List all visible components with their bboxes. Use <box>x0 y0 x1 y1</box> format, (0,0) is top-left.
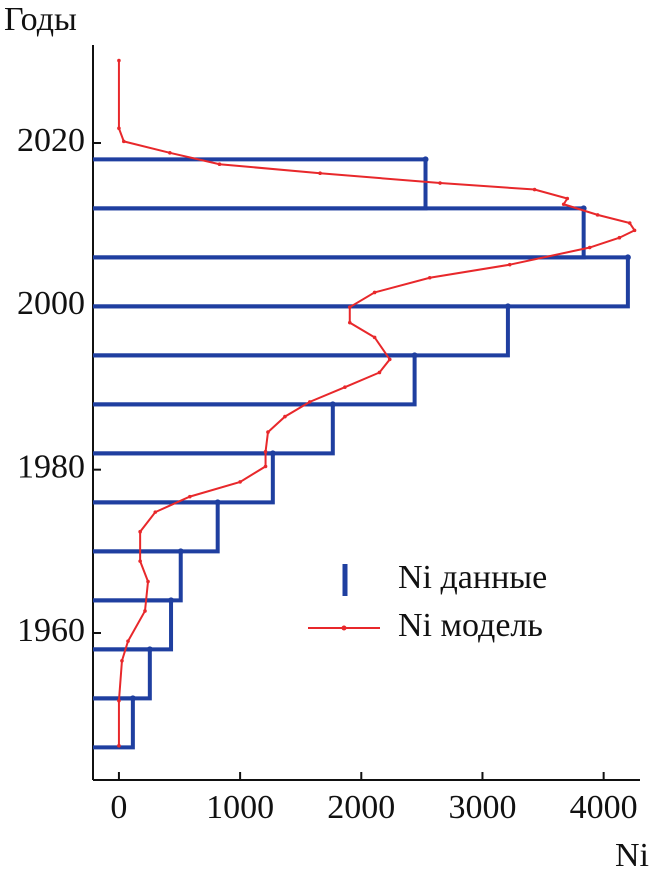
model-point <box>561 202 566 207</box>
bar <box>93 206 586 260</box>
model-point <box>343 385 347 389</box>
model-point <box>347 305 352 309</box>
model-point <box>121 139 126 144</box>
model-point <box>117 698 121 703</box>
model-point <box>146 579 150 584</box>
model-point <box>263 464 268 469</box>
bar <box>93 696 135 750</box>
model-point <box>117 126 121 131</box>
model-point <box>595 213 600 217</box>
model-point <box>507 262 512 267</box>
model-point <box>372 290 377 295</box>
model-point <box>377 370 382 375</box>
model-line <box>117 60 637 746</box>
model-point <box>117 58 121 63</box>
model-point <box>318 171 322 176</box>
model-point <box>263 449 268 454</box>
y-tick-label: 1980 <box>17 448 85 485</box>
model-point <box>138 559 142 563</box>
bar <box>93 353 417 407</box>
model-point <box>307 400 312 404</box>
bar <box>93 304 510 358</box>
model-point <box>143 609 147 613</box>
y-tick-label: 2020 <box>17 122 85 159</box>
bar <box>93 500 220 554</box>
model-point <box>138 529 142 534</box>
model-point <box>438 181 442 185</box>
model-point <box>238 480 242 484</box>
model-point <box>188 494 192 499</box>
model-point <box>153 510 158 514</box>
model-point <box>565 196 570 201</box>
model-point <box>283 414 287 419</box>
model-point <box>627 221 632 225</box>
model-point <box>347 320 352 325</box>
y-tick-label: 1960 <box>17 612 85 649</box>
x-tick-label: 0 <box>110 789 127 826</box>
model-point <box>632 228 637 233</box>
legend-dot <box>341 625 347 631</box>
model-point <box>372 335 377 340</box>
model-point <box>617 235 622 240</box>
model-point <box>587 245 592 250</box>
model-point <box>266 430 270 434</box>
y-tick-label: 2000 <box>17 285 85 322</box>
model-point <box>217 162 222 167</box>
x-tick-label: 2000 <box>327 789 395 826</box>
bar-corner <box>624 254 631 261</box>
x-tick-label: 1000 <box>206 789 274 826</box>
model-point <box>126 639 130 643</box>
legend-label: Ni данные <box>398 559 547 596</box>
bar <box>93 157 428 211</box>
x-tick-label: 3000 <box>448 789 516 826</box>
bar <box>93 402 335 456</box>
legend-label: Ni модель <box>398 607 543 644</box>
model-point <box>120 658 124 663</box>
bar-corner <box>422 156 429 163</box>
bar <box>93 255 630 309</box>
model-point <box>387 357 392 362</box>
model-point <box>532 187 537 192</box>
model-point <box>117 743 121 748</box>
model-point <box>427 275 432 280</box>
x-axis-title: Ni <box>615 837 649 874</box>
x-tick-label: 4000 <box>570 789 638 826</box>
bar <box>93 549 183 603</box>
bar <box>93 598 174 652</box>
y-axis-title: Годы <box>4 1 77 38</box>
model-point <box>168 151 172 155</box>
